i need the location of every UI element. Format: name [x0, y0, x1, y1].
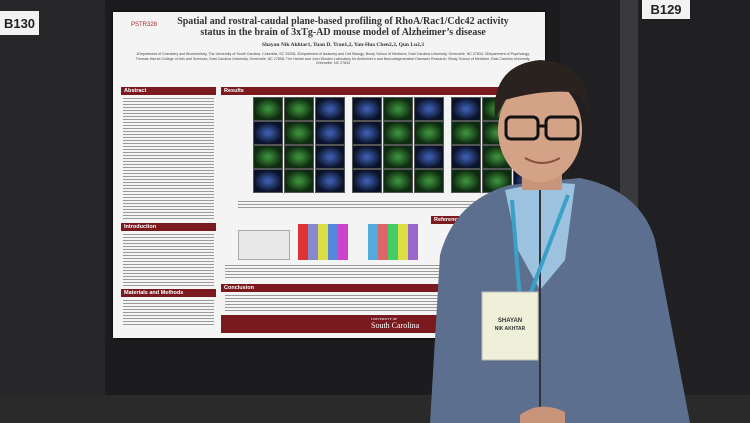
smile [524, 157, 561, 164]
micrograph [284, 97, 314, 121]
micrograph [451, 145, 481, 169]
logo-text: UNIVERSITY OF [371, 317, 398, 321]
micrograph [284, 169, 314, 193]
badge [481, 291, 539, 361]
heatmap [368, 224, 418, 260]
section-header: Abstract [121, 87, 216, 95]
text-block [123, 233, 214, 286]
micrograph [253, 145, 283, 169]
face [498, 78, 582, 182]
badge-name: SHAYAN [498, 318, 522, 324]
hair [494, 60, 591, 120]
glasses [504, 115, 540, 141]
micrograph [451, 97, 481, 121]
text-block [123, 299, 214, 327]
section-header: Materials and Methods [121, 289, 216, 297]
logo-text: South Carolina [371, 321, 420, 330]
micrograph [383, 145, 413, 169]
micrograph [352, 169, 382, 193]
booth-tag: B129 [642, 0, 690, 19]
heatmap [298, 224, 348, 260]
micrograph [253, 121, 283, 145]
section-header: Introduction [121, 223, 216, 231]
poster-title: Spatial and rostral-caudal plane-based p… [177, 16, 509, 38]
micrograph [315, 169, 345, 193]
micrograph [383, 169, 413, 193]
micrograph [414, 121, 444, 145]
micrograph [383, 121, 413, 145]
badge-name: NIK AKHTAR [495, 326, 526, 332]
text-block [123, 97, 214, 220]
micrograph [451, 169, 481, 193]
micrograph [284, 145, 314, 169]
micrograph [315, 121, 345, 145]
affiliations: 1Department of Chemistry and Biochemistr… [135, 52, 531, 65]
micrograph [414, 145, 444, 169]
booth-tag: B130 [0, 11, 39, 35]
micrograph [352, 97, 382, 121]
micrograph [451, 121, 481, 145]
glasses [544, 115, 580, 141]
hand [520, 406, 565, 423]
university-logo: UNIVERSITY OF South Carolina [371, 317, 435, 331]
section-header: Results [221, 87, 537, 95]
micrograph [352, 121, 382, 145]
diagram [238, 230, 290, 260]
section-header: Conclusion [221, 284, 537, 292]
board [0, 0, 105, 423]
jacket [430, 178, 690, 423]
micrograph [414, 97, 444, 121]
micrograph [253, 169, 283, 193]
micrograph [315, 145, 345, 169]
caption [238, 200, 518, 210]
authors: Shayan Nik Akhtar1, Tuan D. Tran1,2, Yan… [262, 42, 424, 48]
poster-id: PSTR328 [131, 22, 158, 28]
lanyard [510, 194, 570, 301]
micrograph [414, 169, 444, 193]
micrograph [315, 97, 345, 121]
micrograph [352, 145, 382, 169]
micrograph [253, 97, 283, 121]
micrograph [383, 97, 413, 121]
micrograph [284, 121, 314, 145]
section-header: References [431, 216, 471, 224]
